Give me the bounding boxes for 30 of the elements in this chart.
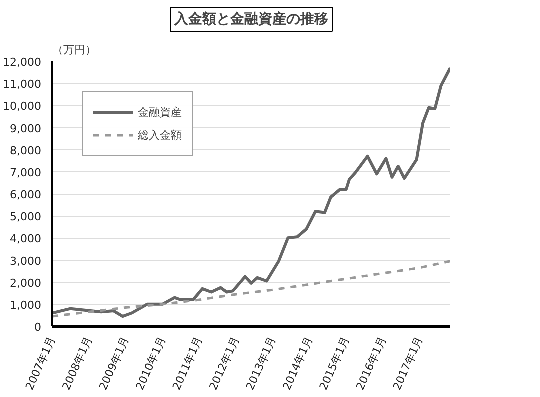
y-tick-label: 1,000 bbox=[10, 298, 42, 312]
y-tick-label: 5,000 bbox=[10, 210, 42, 224]
y-tick-label: 7,000 bbox=[10, 166, 42, 180]
y-tick-label: 4,000 bbox=[10, 232, 42, 246]
legend-label: 金融資産 bbox=[138, 104, 182, 120]
y-tick-label: 3,000 bbox=[10, 254, 42, 268]
x-tick-label: 2016年1月 bbox=[354, 334, 390, 392]
y-tick-label: 2,000 bbox=[10, 276, 42, 290]
x-tick-label: 2007年1月 bbox=[23, 334, 58, 392]
chart-title: 入金額と金融資産の推移 bbox=[174, 10, 328, 28]
y-tick-label: 6,000 bbox=[10, 188, 42, 202]
line-series bbox=[52, 66, 450, 318]
x-tick-label: 2010年1月 bbox=[134, 334, 169, 392]
legend-label: 総入金額 bbox=[138, 128, 182, 142]
y-tick-label: 0 bbox=[34, 321, 42, 334]
x-tick-label: 2013年1月 bbox=[244, 334, 279, 392]
y-tick-label: 12,000 bbox=[3, 56, 42, 69]
y-tick-label: 11,000 bbox=[3, 78, 42, 92]
y-tick-label: 8,000 bbox=[10, 144, 42, 158]
x-tick-label: 2008年1月 bbox=[60, 334, 96, 392]
line-series bbox=[52, 260, 450, 318]
x-tick-label: 2015年1月 bbox=[317, 334, 352, 392]
y-tick-label: 10,000 bbox=[3, 100, 42, 114]
y-axis-title: （万円） bbox=[52, 44, 96, 56]
x-tick-label: 2014年1月 bbox=[280, 334, 316, 392]
x-tick-label: 2009年1月 bbox=[96, 334, 132, 392]
x-tick-label: 2011年1月 bbox=[170, 334, 206, 392]
y-tick-label: 9,000 bbox=[10, 122, 42, 136]
x-tick-label: 2017年1月 bbox=[390, 334, 426, 392]
x-tick-label: 2012年1月 bbox=[206, 334, 242, 392]
